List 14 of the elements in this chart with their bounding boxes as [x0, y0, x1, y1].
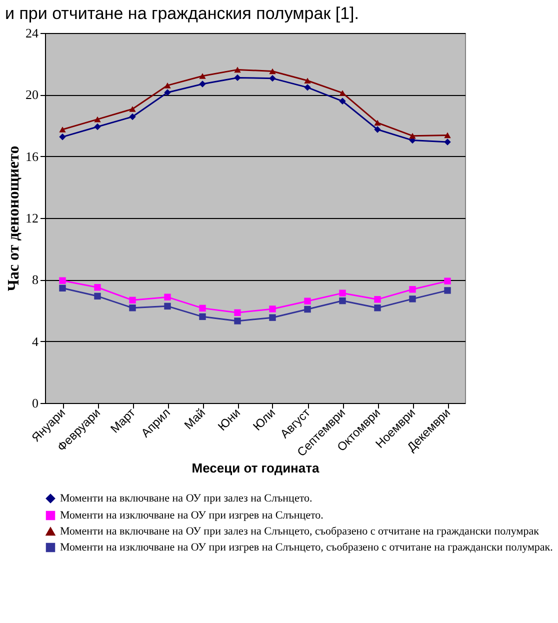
legend-label: Моменти на включване на ОУ при залез на Слънцето.: [60, 492, 312, 504]
y-tick-label: 20: [26, 87, 38, 102]
y-tick-label: 0: [32, 396, 38, 410]
legend-label: Моменти на включване на ОУ при залез на Слънцето, съобразено с отчитане на граждански полумрак: [60, 526, 540, 538]
y-tick-label: 8: [32, 272, 38, 288]
x-axis-title: Месеци от годината: [192, 460, 320, 476]
y-tick-label: 4: [32, 334, 39, 349]
y-tick-label: 16: [26, 148, 39, 164]
y-axis-title: Час от денонощието: [6, 146, 22, 292]
y-tick-label: 24: [26, 26, 39, 40]
legend-label: Моменти на изключване на ОУ при изгрев на Слънцето.: [60, 510, 324, 522]
legend-label: Моменти на изключване на ОУ при изгрев на Слънцето, съобразено с отчитане на граждански полумрак.: [60, 542, 554, 554]
y-tick-label: 12: [26, 210, 38, 226]
chart-title: и при отчитане на гражданския полумрак [1].: [5, 4, 360, 23]
